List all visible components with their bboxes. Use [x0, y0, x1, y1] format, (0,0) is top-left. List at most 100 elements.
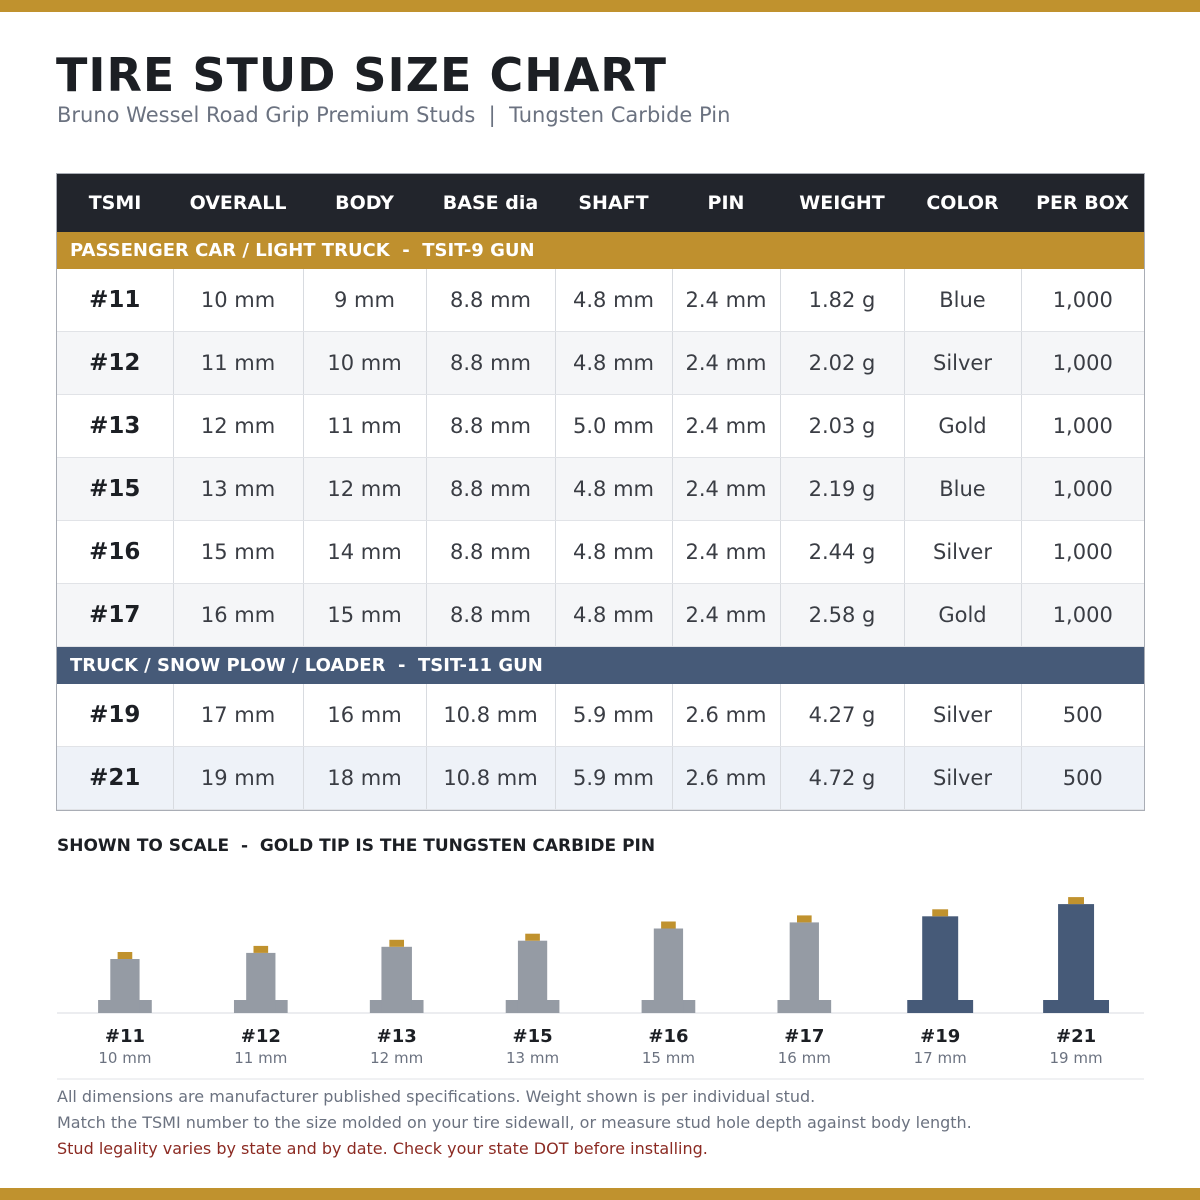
- cell: 1.82 g: [779, 269, 904, 332]
- tsmi-cell: #13: [57, 394, 173, 458]
- stud-label: #17: [784, 1026, 824, 1047]
- table-row: #13 12 mm 11 mm 8.8 mm 5.0 mm 2.4 mm 2.03 g Gol…: [57, 394, 1144, 458]
- cell: Silver: [903, 746, 1021, 810]
- table-row: #16 15 mm 14 mm 8.8 mm 4.8 mm 2.4 mm 2.44 g Sil…: [57, 520, 1144, 584]
- stud-length: 13 mm: [506, 1049, 559, 1067]
- stud-body: [653, 928, 684, 1013]
- cell: 2.4 mm: [671, 331, 780, 395]
- column-header: BASE dia: [426, 174, 555, 232]
- column-header: BODY: [303, 174, 426, 232]
- cell: 4.8 mm: [554, 457, 672, 521]
- header-row: TSMI OVERALL BODY BASE dia SHAFT PIN WEIGHT COL…: [57, 174, 1144, 232]
- cell: 2.4 mm: [671, 457, 780, 521]
- cell: 1,000: [1020, 583, 1144, 647]
- cell: 11 mm: [302, 394, 426, 458]
- tsmi-cell: #19: [57, 684, 173, 747]
- stud-length: 17 mm: [914, 1049, 967, 1067]
- stud-label: #15: [512, 1026, 552, 1047]
- stud-base: [641, 1000, 696, 1013]
- cell: 15 mm: [302, 583, 426, 647]
- cell: 2.02 g: [779, 331, 904, 395]
- cell: Blue: [903, 269, 1021, 332]
- stud-length: 10 mm: [98, 1049, 151, 1067]
- subtitle: Bruno Wessel Road Grip Premium Studs | T…: [57, 103, 731, 127]
- stud-body: [246, 952, 276, 1013]
- stud-body: [922, 916, 959, 1013]
- column-header: SHAFT: [555, 174, 672, 232]
- stud-base: [505, 1000, 560, 1013]
- table-row: #19 17 mm 16 mm 10.8 mm 5.9 mm 2.6 mm 4.27 g Si…: [57, 684, 1144, 747]
- size-table: TSMI OVERALL BODY BASE dia SHAFT PIN WEIGHT COL…: [56, 173, 1145, 811]
- cell: 1,000: [1020, 457, 1144, 521]
- cell: 17 mm: [172, 684, 303, 747]
- cell: 10.8 mm: [425, 746, 555, 810]
- column-header: COLOR: [904, 174, 1021, 232]
- column-header: PER BOX: [1021, 174, 1144, 232]
- stud-pin: [253, 945, 269, 953]
- note: All dimensions are manufacturer publishe…: [57, 1087, 816, 1106]
- stud-label: #11: [105, 1026, 145, 1047]
- stud-base: [233, 1000, 288, 1013]
- cell: 4.72 g: [779, 746, 904, 810]
- cell: 500: [1020, 684, 1144, 747]
- stud-base: [777, 1000, 832, 1013]
- stud-base: [1043, 1000, 1110, 1013]
- cell: 5.9 mm: [554, 684, 672, 747]
- stud-body: [110, 959, 140, 1013]
- cell: 2.4 mm: [671, 394, 780, 458]
- cell: 8.8 mm: [425, 269, 555, 332]
- cell: 10 mm: [302, 331, 426, 395]
- cell: 12 mm: [302, 457, 426, 521]
- cell: 2.6 mm: [671, 746, 780, 810]
- notes: All dimensions are manufacturer publishe…: [57, 1087, 972, 1165]
- cell: 2.19 g: [779, 457, 904, 521]
- cell: 15 mm: [172, 520, 303, 584]
- tsmi-cell: #12: [57, 331, 173, 395]
- note: Stud legality varies by state and by dat…: [57, 1139, 708, 1158]
- cell: 1,000: [1020, 520, 1144, 584]
- cell: 9 mm: [302, 269, 426, 332]
- group-row: TRUCK / SNOW PLOW / LOADER - TSIT-11 GUN: [57, 646, 1144, 684]
- cell: 10.8 mm: [425, 684, 555, 747]
- cell: 1,000: [1020, 331, 1144, 395]
- tsmi-cell: #11: [57, 269, 173, 332]
- column-header: TSMI: [57, 174, 173, 232]
- stud-body: [517, 940, 548, 1013]
- stud-pin: [932, 909, 949, 917]
- column-header: OVERALL: [173, 174, 303, 232]
- stud-body: [1058, 904, 1095, 1013]
- cell: 2.4 mm: [671, 520, 780, 584]
- cell: 19 mm: [172, 746, 303, 810]
- cell: 14 mm: [302, 520, 426, 584]
- cell: Silver: [903, 331, 1021, 395]
- tsmi-cell: #15: [57, 457, 173, 521]
- stud-length: 15 mm: [642, 1049, 695, 1067]
- stud-pin: [389, 939, 405, 947]
- stud-label: #12: [241, 1026, 281, 1047]
- stud-base: [369, 1000, 424, 1013]
- cell: 2.44 g: [779, 520, 904, 584]
- table-row: #15 13 mm 12 mm 8.8 mm 4.8 mm 2.4 mm 2.19 g Blu…: [57, 457, 1144, 521]
- cell: 16 mm: [302, 684, 426, 747]
- cell: 5.0 mm: [554, 394, 672, 458]
- cell: 4.8 mm: [554, 331, 672, 395]
- title: TIRE STUD SIZE CHART: [56, 48, 668, 102]
- stud-body: [381, 946, 412, 1013]
- table-row: #21 19 mm 18 mm 10.8 mm 5.9 mm 2.6 mm 4.72 g Si…: [57, 746, 1144, 810]
- scale-title: SHOWN TO SCALE - GOLD TIP IS THE TUNGSTE…: [57, 836, 656, 856]
- column-header: WEIGHT: [780, 174, 904, 232]
- cell: 8.8 mm: [425, 457, 555, 521]
- cell: 2.4 mm: [671, 583, 780, 647]
- cell: 1,000: [1020, 269, 1144, 332]
- stud-length: 12 mm: [370, 1049, 423, 1067]
- stud-length: 19 mm: [1050, 1049, 1103, 1067]
- cell: Silver: [903, 520, 1021, 584]
- cell: 12 mm: [172, 394, 303, 458]
- table-row: #17 16 mm 15 mm 8.8 mm 4.8 mm 2.4 mm 2.58 g Gol…: [57, 583, 1144, 647]
- stud-pin: [796, 915, 812, 923]
- cell: 18 mm: [302, 746, 426, 810]
- column-header: PIN: [672, 174, 780, 232]
- cell: 4.27 g: [779, 684, 904, 747]
- bottom-bar: [0, 1188, 1200, 1200]
